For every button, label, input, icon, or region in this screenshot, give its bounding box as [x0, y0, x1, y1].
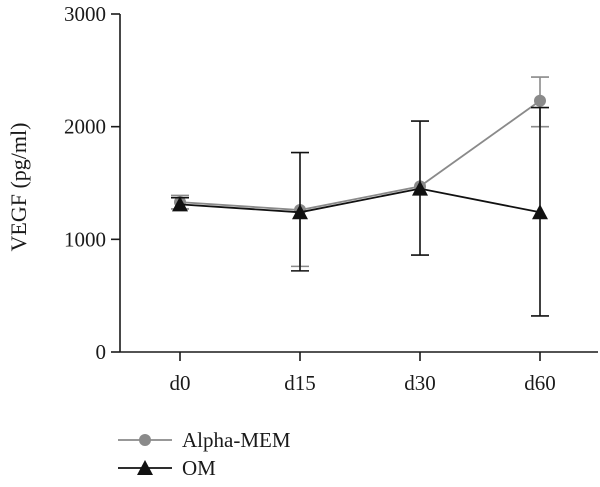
- y-tick-label-3000: 3000: [64, 2, 106, 26]
- x-tick-label-d15: d15: [284, 371, 316, 395]
- legend-marker: [139, 434, 151, 446]
- y-tick-label-1000: 1000: [64, 227, 106, 251]
- series-line: [179, 187, 541, 214]
- data-point-d30: [412, 180, 428, 196]
- y-tick-label-2000: 2000: [64, 115, 106, 139]
- data-point-d60: [534, 94, 546, 107]
- x-tick-label-d30: d30: [404, 371, 436, 395]
- y-tick-label-0: 0: [96, 340, 107, 364]
- series-line: [179, 100, 541, 211]
- x-tick-label-d60: d60: [524, 371, 556, 395]
- data-point-d0: [172, 196, 188, 212]
- legend-label: OM: [182, 456, 216, 480]
- series-om: [171, 106, 549, 317]
- x-tick-label-d0: d0: [170, 371, 191, 395]
- legend-item-om: OM: [118, 456, 216, 480]
- legend: Alpha-MEM OM: [118, 428, 291, 480]
- legend-item-alpha-mem: Alpha-MEM: [118, 428, 291, 452]
- y-axis-title: VEGF (pg/ml): [6, 123, 31, 252]
- legend-marker: [137, 460, 153, 475]
- series-alpha-mem: [171, 76, 549, 268]
- axes: 0 1000 2000 3000 d0 d15 d30 d60: [64, 2, 598, 395]
- data-point-d60: [532, 204, 548, 220]
- legend-label: Alpha-MEM: [182, 428, 291, 452]
- data-point-d15: [292, 204, 308, 220]
- series-layer: [171, 76, 549, 317]
